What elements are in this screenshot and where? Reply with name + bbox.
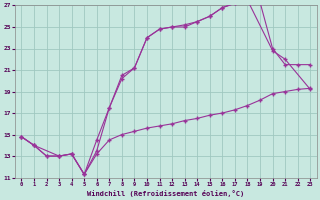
X-axis label: Windchill (Refroidissement éolien,°C): Windchill (Refroidissement éolien,°C) — [87, 190, 244, 197]
